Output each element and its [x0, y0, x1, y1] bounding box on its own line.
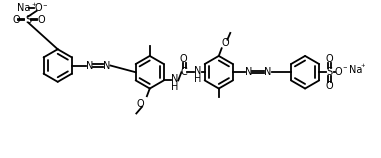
Text: C: C — [181, 67, 188, 77]
Text: N: N — [103, 61, 110, 70]
Text: N: N — [86, 61, 93, 70]
Text: O: O — [222, 37, 229, 48]
Text: $^+$: $^+$ — [30, 2, 37, 11]
Text: Na: Na — [349, 65, 362, 75]
Text: O: O — [179, 54, 187, 64]
Text: O: O — [38, 15, 45, 24]
Text: O: O — [326, 81, 333, 91]
Text: $^-$: $^-$ — [42, 2, 48, 11]
Text: N: N — [171, 74, 178, 84]
Text: S: S — [327, 67, 333, 77]
Text: S: S — [25, 15, 31, 24]
Text: O: O — [136, 99, 144, 109]
Text: N: N — [245, 67, 252, 77]
Text: N: N — [194, 66, 202, 76]
Text: $^-$: $^-$ — [341, 64, 348, 73]
Text: O: O — [335, 67, 342, 77]
Text: O: O — [326, 54, 333, 64]
Text: H: H — [171, 82, 178, 92]
Text: O: O — [35, 3, 42, 13]
Text: H: H — [194, 74, 202, 84]
Text: O: O — [13, 15, 20, 24]
Text: Na: Na — [18, 3, 31, 13]
Text: N: N — [264, 67, 271, 77]
Text: $^+$: $^+$ — [359, 63, 367, 72]
